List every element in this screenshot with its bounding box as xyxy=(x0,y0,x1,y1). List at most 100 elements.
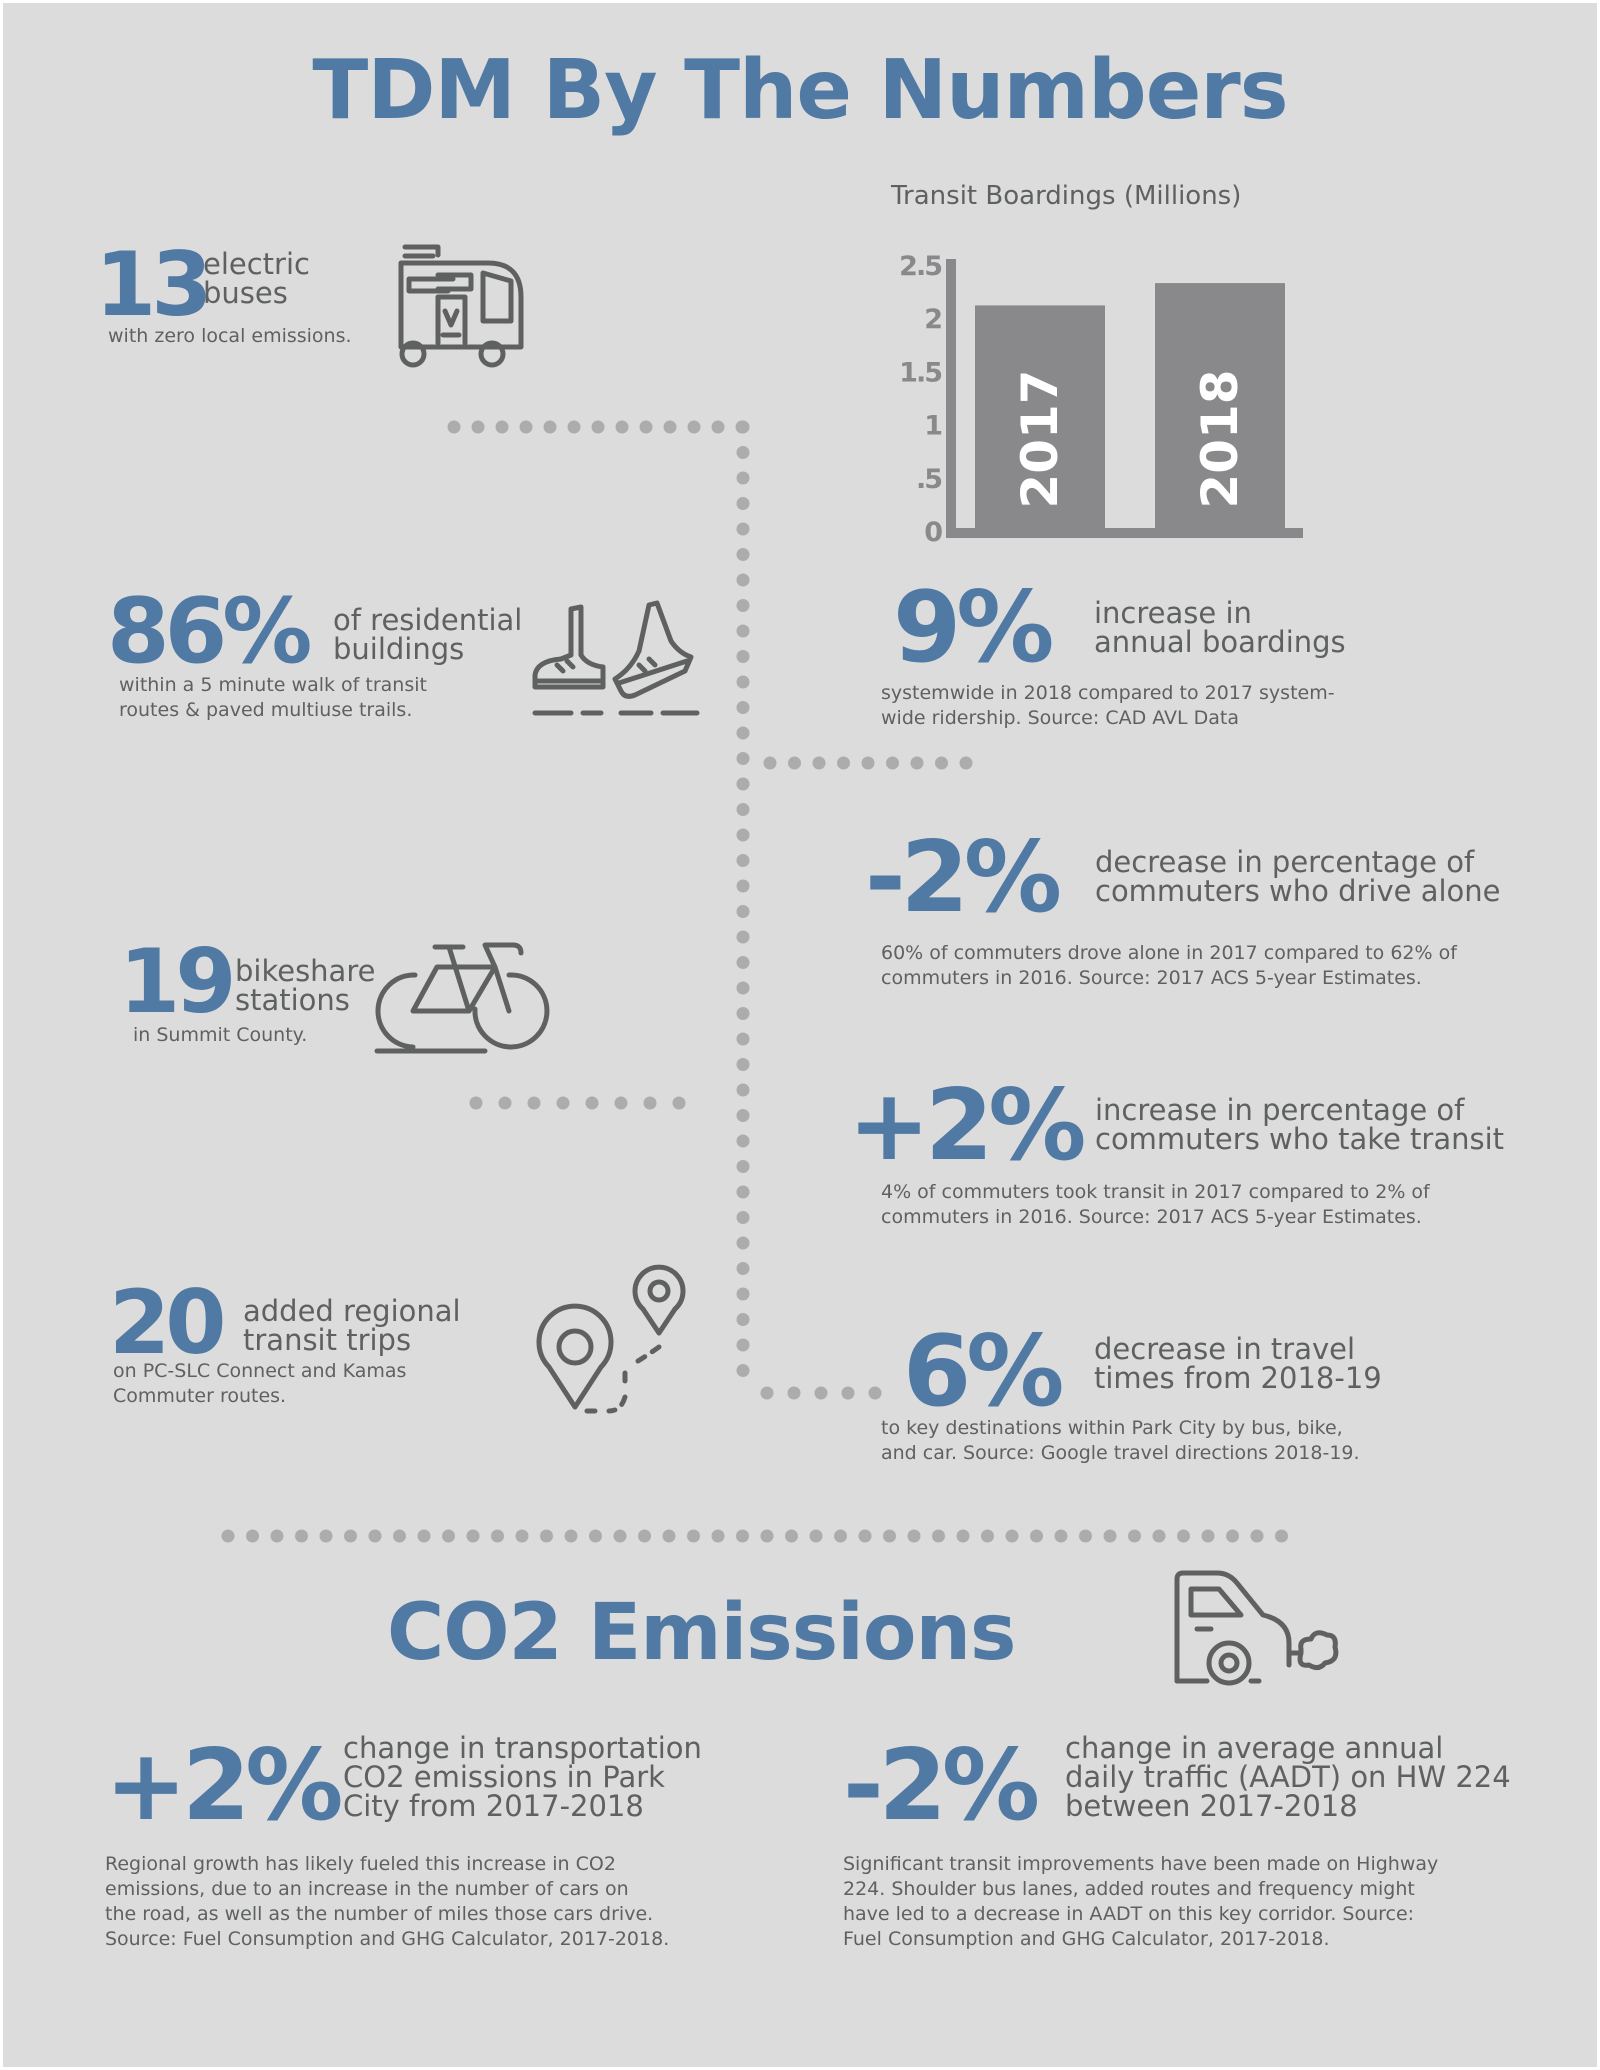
stat-value-electric-buses: 13 xyxy=(95,233,212,336)
connector-dot xyxy=(736,752,750,765)
co2-stat-value-emissions: +2% xyxy=(105,1729,343,1843)
stat-label-bikeshare: bikeshare stations xyxy=(235,954,376,1017)
connector-dot xyxy=(491,1529,504,1543)
co2-stat-value-aadt: -2% xyxy=(843,1729,1040,1843)
stat-label-drive-alone: decrease in percentage of commuters who … xyxy=(1095,845,1501,908)
bar-label-2017: 2017 xyxy=(1011,369,1069,508)
connector-dot xyxy=(736,1313,750,1326)
connector-dot xyxy=(1201,1529,1215,1543)
connector-dot xyxy=(711,1529,725,1543)
connector-dot xyxy=(883,1529,896,1543)
stat-value-bikeshare: 19 xyxy=(119,930,236,1033)
connector-dot xyxy=(736,624,750,638)
stat-value-regional-trips: 20 xyxy=(109,1271,226,1374)
connector-dot xyxy=(736,701,750,714)
connector-dot xyxy=(736,1529,749,1543)
connector-dot xyxy=(556,1096,570,1110)
connector-dot xyxy=(736,1185,750,1199)
connector-dot xyxy=(812,756,826,770)
connector-dot xyxy=(787,1386,801,1400)
connector-dot xyxy=(935,756,948,770)
connector-dot xyxy=(589,1529,602,1543)
connector-dot xyxy=(736,420,750,434)
stat-sub-travel-times: to key destinations within Park City by … xyxy=(881,1417,1360,1464)
connector-dot xyxy=(981,1529,994,1543)
connector-dot xyxy=(736,956,750,969)
connector-dot xyxy=(736,1287,750,1301)
connector-dot xyxy=(417,1529,431,1543)
connector-dot xyxy=(736,471,750,485)
connector-dot xyxy=(270,1529,284,1543)
connector-dot xyxy=(861,756,875,770)
connector-dot xyxy=(841,1386,855,1400)
connector-dot xyxy=(442,1529,455,1543)
stat-label-travel-times: decrease in travel times from 2018-19 xyxy=(1094,1332,1382,1395)
dotted-connectors xyxy=(221,420,1288,1543)
connector-dot xyxy=(221,1529,235,1543)
stat-label-regional-trips: added regional transit trips xyxy=(243,1294,461,1357)
connector-dot xyxy=(643,1096,657,1110)
stat-value-take-transit: +2% xyxy=(848,1069,1086,1183)
connector-dot xyxy=(614,1096,628,1110)
connector-dot xyxy=(834,1529,847,1543)
connector-dot xyxy=(736,1058,750,1071)
connector-dot xyxy=(1030,1529,1043,1543)
connector-dot xyxy=(736,1134,750,1148)
connector-dot xyxy=(736,930,750,944)
connector-dot xyxy=(1152,1529,1166,1543)
stat-sub-drive-alone: 60% of commuters drove alone in 2017 com… xyxy=(881,942,1457,989)
connector-dot xyxy=(736,879,750,893)
connector-dot xyxy=(736,1338,750,1352)
page-title: TDM By The Numbers xyxy=(312,43,1288,138)
connector-dot xyxy=(736,726,750,740)
connector-dot xyxy=(498,1096,512,1110)
connector-dot xyxy=(543,420,557,434)
stat-label-take-transit: increase in percentage of commuters who … xyxy=(1095,1093,1505,1156)
connector-dot xyxy=(907,1529,921,1543)
y-tick-label: 2.5 xyxy=(899,251,941,282)
connector-dot xyxy=(736,650,750,663)
stat-label-boardings-increase: increase in annual boardings xyxy=(1094,596,1346,659)
connector-dot xyxy=(736,573,750,587)
connector-dot xyxy=(736,854,750,867)
connector-dot xyxy=(1226,1529,1239,1543)
connector-dot xyxy=(736,1109,750,1122)
co2-stat-sub-aadt: Significant transit improvements have be… xyxy=(843,1853,1439,1950)
connector-dot xyxy=(687,420,701,434)
stat-sub-boardings-increase: systemwide in 2018 compared to 2017 syst… xyxy=(881,682,1335,729)
connector-dot xyxy=(736,1262,750,1275)
connector-dot xyxy=(736,1032,750,1046)
connector-dot xyxy=(1177,1529,1190,1543)
connector-dot xyxy=(613,1529,627,1543)
connector-dot xyxy=(886,756,899,770)
connector-dot xyxy=(615,420,629,434)
connector-dot xyxy=(1275,1529,1288,1543)
stat-value-residential-walk: 86% xyxy=(107,579,312,684)
stat-sub-electric-buses: with zero local emissions. xyxy=(108,325,352,347)
connector-dot xyxy=(788,756,801,770)
stat-label-electric-buses: electric buses xyxy=(203,247,310,310)
shoes-icon xyxy=(532,600,700,716)
connector-dot xyxy=(447,420,461,434)
connector-dot xyxy=(910,756,924,770)
connector-dot xyxy=(638,1529,651,1543)
connector-dot xyxy=(736,548,750,561)
bar-2018 xyxy=(1155,283,1285,531)
stat-value-travel-times: 6% xyxy=(903,1315,1064,1429)
connector-dot xyxy=(295,1529,308,1543)
connector-dot xyxy=(567,420,581,434)
connector-dot xyxy=(663,420,677,434)
connector-dot xyxy=(736,1364,750,1377)
route-pins-icon xyxy=(536,1264,686,1414)
connector-dot xyxy=(564,1529,578,1543)
y-tick-label: .5 xyxy=(916,464,941,495)
connector-dot xyxy=(672,1096,686,1110)
stat-value-boardings-increase: 9% xyxy=(893,571,1054,685)
connector-dot xyxy=(760,1529,774,1543)
connector-dot xyxy=(469,1096,483,1110)
connector-dot xyxy=(639,420,653,434)
connector-dot xyxy=(736,828,750,842)
chart-title: Transit Boardings (Millions) xyxy=(891,181,1242,211)
stat-sub-regional-trips: on PC-SLC Connect and Kamas Commuter rou… xyxy=(113,1360,407,1407)
stat-sub-residential-walk: within a 5 minute walk of transit routes… xyxy=(119,674,427,721)
